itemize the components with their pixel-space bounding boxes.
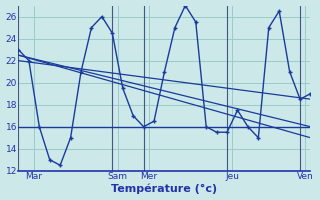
X-axis label: Température (°c): Température (°c) <box>111 184 218 194</box>
